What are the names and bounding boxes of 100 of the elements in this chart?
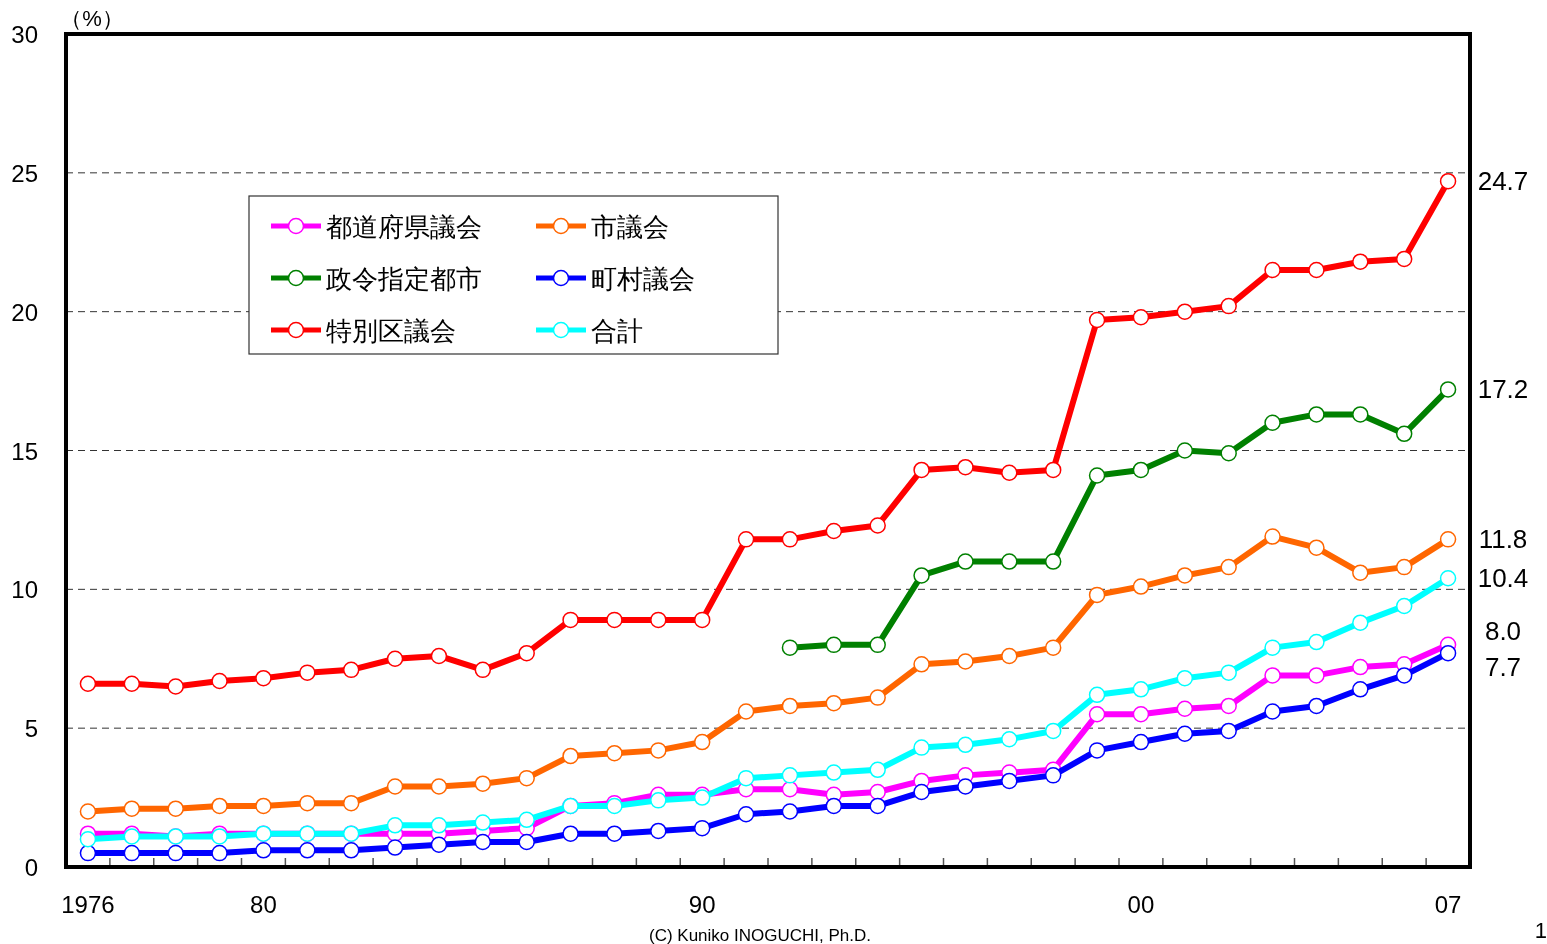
point [386, 650, 404, 667]
point [825, 694, 843, 712]
point [1264, 261, 1281, 279]
point [79, 675, 97, 692]
y-tick-label: 5 [24, 715, 38, 743]
point [869, 517, 886, 534]
text: 1 [1534, 918, 1547, 943]
x-tick-label: 1976 [61, 891, 115, 918]
point [518, 644, 535, 662]
point [913, 567, 930, 584]
point [869, 797, 886, 815]
point [957, 736, 974, 754]
point [1395, 425, 1413, 443]
point [781, 639, 799, 656]
point [1308, 406, 1325, 423]
point [1088, 467, 1106, 484]
point [474, 661, 492, 679]
point [167, 844, 184, 862]
point [1044, 722, 1062, 740]
point [299, 664, 316, 681]
point [1395, 597, 1413, 615]
point [430, 836, 448, 854]
point [1395, 667, 1413, 684]
data-label: 10.4 [1477, 563, 1529, 594]
point [606, 611, 623, 629]
data-label: 24.7 [1477, 166, 1529, 197]
y-tick-label: 20 [11, 298, 38, 326]
point [342, 842, 360, 859]
point [869, 761, 886, 779]
point [474, 775, 492, 792]
point [430, 647, 448, 665]
y-axis-title: （%） [60, 6, 124, 31]
point [1264, 639, 1281, 656]
point [1220, 297, 1237, 315]
point [79, 803, 97, 820]
point [1308, 697, 1325, 715]
point [606, 825, 623, 842]
point [957, 458, 974, 476]
point [913, 656, 930, 673]
point [1088, 311, 1106, 329]
point [737, 769, 755, 787]
point [1352, 658, 1369, 676]
point [1176, 669, 1194, 687]
point [737, 531, 755, 548]
point [1001, 464, 1018, 481]
legend-label: 都道府県議会 [326, 212, 482, 242]
point [869, 689, 886, 706]
x-tick-label: 80 [250, 891, 277, 918]
point [1352, 253, 1369, 270]
point [1044, 639, 1062, 656]
point [781, 781, 799, 798]
point [1220, 722, 1237, 740]
point [562, 825, 579, 842]
point [123, 800, 141, 817]
point [1264, 528, 1281, 545]
point [1264, 703, 1281, 720]
point [1176, 700, 1194, 717]
point [1395, 250, 1413, 268]
point [342, 794, 360, 812]
point [1132, 681, 1150, 698]
point [386, 778, 404, 795]
point [518, 833, 535, 851]
point [562, 747, 579, 765]
point [650, 611, 667, 629]
point [79, 830, 97, 848]
legend-label: 特別区議会 [326, 316, 456, 346]
point [1044, 553, 1062, 570]
point [825, 797, 843, 815]
point [781, 803, 799, 820]
point [957, 778, 974, 795]
point [1220, 558, 1237, 576]
point [1264, 414, 1281, 431]
text: (C) Kuniko INOGUCHI, Ph.D. [649, 926, 871, 944]
x-tick-label: 00 [1127, 891, 1155, 918]
point [1395, 558, 1413, 576]
point [606, 744, 623, 762]
point [650, 792, 667, 809]
point [1308, 633, 1325, 651]
x-tick-label: 07 [1434, 891, 1462, 918]
point [562, 611, 579, 629]
data-label: 7.7 [1484, 652, 1522, 683]
point [386, 839, 404, 856]
point [781, 767, 799, 784]
point [1132, 578, 1150, 595]
point [255, 669, 272, 687]
y-tick-label: 30 [11, 21, 38, 48]
point [123, 675, 141, 692]
legend-label: 町村議会 [591, 264, 695, 294]
point [737, 805, 755, 823]
point [1044, 767, 1062, 784]
point [693, 733, 711, 751]
point [1439, 569, 1457, 587]
y-tick-label: 25 [11, 159, 38, 187]
point [1308, 539, 1325, 556]
point [1001, 772, 1018, 790]
y-tick-label: 15 [11, 437, 38, 465]
x-tick-label: 90 [688, 891, 716, 918]
point [781, 531, 799, 548]
point [474, 814, 492, 831]
point [913, 461, 930, 479]
